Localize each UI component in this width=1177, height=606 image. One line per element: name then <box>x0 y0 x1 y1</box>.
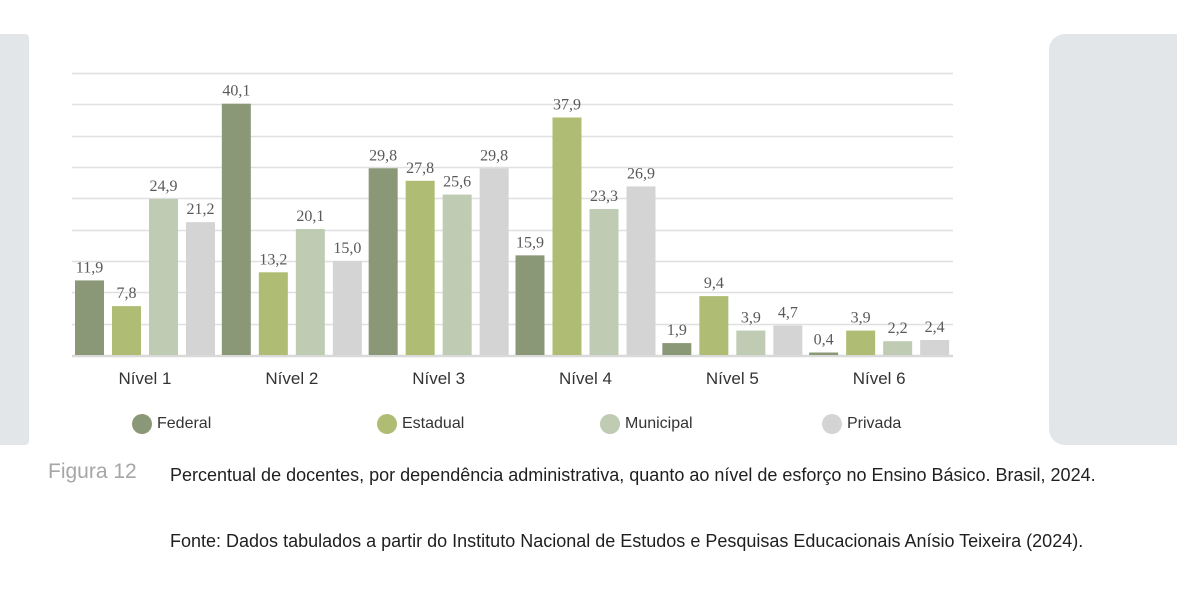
bar-estadual-6 <box>846 330 876 355</box>
data-label: 9,4 <box>704 275 724 292</box>
bar-municipal-2 <box>295 229 325 355</box>
bar-estadual-5 <box>699 296 729 355</box>
bar-federal-3 <box>368 168 398 355</box>
data-label: 15,9 <box>516 234 544 251</box>
legend-item-privada: Privada <box>822 414 901 434</box>
data-label: 23,3 <box>590 188 618 205</box>
category-label: Nível 3 <box>412 369 465 388</box>
caption-source: Fonte: Dados tabulados a partir do Insti… <box>170 531 1084 551</box>
bar-municipal-1 <box>149 198 178 355</box>
legend-label: Municipal <box>625 415 693 432</box>
bar-municipal-3 <box>442 194 472 355</box>
bar-privada-3 <box>479 168 509 355</box>
bar-estadual-3 <box>405 180 435 355</box>
data-label: 24,9 <box>150 178 178 195</box>
legend-swatch-icon <box>600 414 620 434</box>
data-labels: 11,9 7,8 24,9 21,2 40,1 13,2 20,1 15,0 29,8 27,8 2… <box>76 83 945 349</box>
data-label: 11,9 <box>76 259 103 276</box>
data-label: 0,4 <box>814 331 834 348</box>
data-label: 13,2 <box>259 251 287 268</box>
data-label: 7,8 <box>117 285 137 302</box>
data-label: 25,6 <box>443 174 471 191</box>
right-side-panel <box>1049 34 1177 445</box>
legend-item-estadual: Estadual <box>377 414 464 434</box>
category-label: Nível 1 <box>119 369 172 388</box>
bar-privada-2 <box>332 261 362 355</box>
bar-federal-4 <box>515 255 545 355</box>
bar-municipal-4 <box>589 208 619 355</box>
data-label: 2,2 <box>888 320 908 337</box>
bar-federal-1 <box>75 280 104 355</box>
data-label: 15,0 <box>333 240 361 257</box>
caption-title: Percentual de docentes, por dependência … <box>170 465 1096 485</box>
data-label: 26,9 <box>627 165 655 182</box>
data-label: 29,8 <box>369 147 397 164</box>
bar-privada-1 <box>186 222 215 355</box>
data-label: 27,8 <box>406 160 434 177</box>
legend: Federal Estadual Municipal Privada <box>0 414 1177 438</box>
data-label: 1,9 <box>667 322 687 339</box>
data-label: 37,9 <box>553 96 581 113</box>
bar-estadual-2 <box>258 272 288 355</box>
bars <box>75 103 950 355</box>
category-label: Nível 6 <box>853 369 906 388</box>
category-label: Nível 4 <box>559 369 612 388</box>
legend-label: Privada <box>847 415 902 432</box>
bar-estadual-4 <box>552 117 582 355</box>
bar-estadual-1 <box>112 306 141 355</box>
bar-federal-2 <box>221 103 251 355</box>
category-labels: Nível 1 Nível 2 Nível 3 Nível 4 Nível 5 Nível… <box>119 369 906 388</box>
data-label: 4,7 <box>778 305 798 322</box>
legend-label: Federal <box>157 415 212 432</box>
bar-federal-5 <box>662 343 692 355</box>
bar-privada-4 <box>626 186 656 355</box>
gridlines <box>72 72 953 358</box>
legend-label: Estadual <box>402 415 465 432</box>
bar-privada-6 <box>920 339 950 355</box>
data-label: 3,9 <box>851 310 871 327</box>
bar-municipal-5 <box>736 330 766 355</box>
left-side-panel <box>0 34 29 445</box>
data-label: 21,2 <box>187 201 215 218</box>
category-label: Nível 2 <box>265 369 318 388</box>
bar-municipal-6 <box>883 341 913 355</box>
data-label: 29,8 <box>480 147 508 164</box>
data-label: 40,1 <box>222 83 250 100</box>
figure-label: Figura 12 <box>48 460 137 483</box>
bar-chart: 11,9 7,8 24,9 21,2 40,1 13,2 20,1 15,0 29,8 27,8 2… <box>72 72 953 388</box>
legend-item-federal: Federal <box>132 414 211 434</box>
legend-swatch-icon <box>377 414 397 434</box>
data-label: 2,4 <box>925 319 945 336</box>
data-label: 3,9 <box>741 310 761 327</box>
category-label: Nível 5 <box>706 369 759 388</box>
legend-item-municipal: Municipal <box>600 414 693 434</box>
bar-privada-5 <box>773 325 803 355</box>
legend-swatch-icon <box>132 414 152 434</box>
bar-federal-6 <box>809 352 839 355</box>
legend-swatch-icon <box>822 414 842 434</box>
data-label: 20,1 <box>296 208 324 225</box>
